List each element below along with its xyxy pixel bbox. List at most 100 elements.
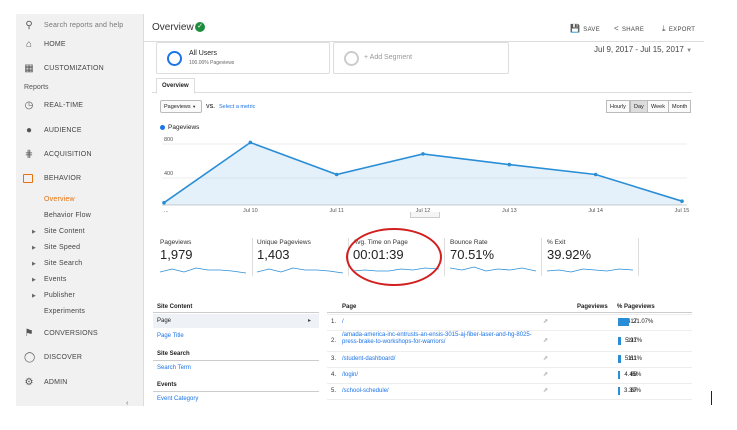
page-link[interactable]: /student-dashboard/ — [342, 356, 396, 362]
divider — [444, 238, 445, 276]
granularity-hourly[interactable]: Hourly — [606, 100, 630, 113]
collapse-sidebar-icon[interactable]: ‹ — [126, 400, 129, 406]
pct-bar — [618, 371, 621, 379]
data-point[interactable] — [507, 162, 512, 167]
y-tick-label: 800 — [164, 137, 173, 143]
sidebar: ⚲ Search reports and help ⌂ HOME ▦ CUSTO… — [16, 14, 144, 406]
page-link[interactable]: / — [342, 319, 344, 325]
data-point[interactable] — [421, 152, 425, 156]
column-header-pageviews[interactable]: Pageviews — [577, 304, 608, 310]
sidebar-subitem-events[interactable]: Events — [44, 276, 67, 283]
page-link[interactable]: /amada-america-inc-entrusts-an-ensis-301… — [342, 332, 532, 345]
sidebar-subitem-site-speed[interactable]: Site Speed — [44, 244, 81, 251]
sidebar-subitem-site-search[interactable]: Site Search — [44, 260, 83, 267]
sidebar-subitem-publisher[interactable]: Publisher — [44, 292, 75, 299]
share-button[interactable]: < SHARE — [614, 24, 644, 33]
data-point[interactable] — [248, 140, 253, 145]
divider — [638, 238, 639, 276]
row-number: 4. — [331, 372, 337, 378]
sidebar-subitem-behavior-flow[interactable]: Behavior Flow — [44, 212, 91, 219]
sidebar-item-discover[interactable]: ◯ DISCOVER — [16, 351, 143, 363]
granularity-week[interactable]: Week — [647, 100, 669, 113]
granularity-month[interactable]: Month — [668, 100, 692, 113]
share-label: SHARE — [621, 27, 645, 33]
date-range-picker[interactable]: Jul 9, 2017 - Jul 15, 2017 ▼ — [594, 45, 692, 54]
sidebar-subitem-site-content[interactable]: Site Content — [44, 228, 85, 235]
sparkline — [160, 267, 246, 274]
save-label: SAVE — [583, 27, 601, 33]
flag-icon: ⚑ — [24, 327, 34, 339]
sparkline — [450, 266, 536, 272]
chart-resize-handle[interactable] — [410, 212, 440, 218]
pct-bar — [618, 387, 620, 395]
sidebar-subitem-overview[interactable]: Overview — [44, 196, 75, 203]
data-point[interactable] — [334, 172, 339, 177]
pct-bar — [618, 337, 622, 345]
sidebar-item-admin[interactable]: ⚙ ADMIN — [16, 376, 143, 388]
metric-select[interactable]: Pageviews ▼ — [160, 100, 202, 113]
tab-overview[interactable]: Overview — [156, 78, 195, 94]
sidebar-item-audience[interactable]: ● AUDIENCE — [16, 124, 143, 136]
sidebar-item-home[interactable]: ⌂ HOME — [16, 38, 143, 50]
sidebar-item-label: DISCOVER — [44, 353, 83, 361]
dimension-search-term[interactable]: Search Term — [157, 365, 191, 371]
sidebar-subitem-experiments[interactable]: Experiments — [44, 308, 86, 315]
tab-bar: Overview — [152, 78, 692, 94]
sidebar-item-conversions[interactable]: ⚑ CONVERSIONS — [16, 327, 143, 339]
external-link-icon[interactable]: ⇗ — [543, 388, 549, 394]
add-segment-button[interactable]: + Add Segment — [333, 42, 509, 74]
table-row: 1. / ⇗ 417 21.07% — [327, 314, 692, 329]
select-metric-link[interactable]: Select a metric — [219, 104, 256, 110]
sidebar-item-label: CUSTOMIZATION — [44, 64, 104, 72]
row-number: 2. — [331, 338, 337, 344]
sidebar-item-acquisition[interactable]: ⋕ ACQUISITION — [16, 148, 143, 160]
sidebar-search[interactable]: ⚲ Search reports and help — [16, 18, 143, 32]
gear-icon: ⚙ — [24, 376, 34, 388]
dimension-page[interactable]: Page — [157, 318, 172, 324]
external-link-icon[interactable]: ⇗ — [543, 372, 549, 378]
pageviews-value: 111 — [627, 356, 637, 362]
granularity-day[interactable]: Day — [630, 100, 648, 113]
expand-icon: ▶ — [32, 277, 36, 283]
pageviews-value: 88 — [630, 372, 637, 378]
data-point[interactable] — [593, 172, 598, 177]
sidebar-item-realtime[interactable]: ◷ REAL-TIME — [16, 99, 143, 111]
chevron-down-icon: ▼ — [686, 48, 693, 54]
pageviews-line-chart: 800 400 ... Jul 10 Jul 11 Jul 12 Jul 13 Jul 1… — [162, 137, 689, 214]
page-link[interactable]: /school-schedule/ — [342, 388, 389, 394]
sidebar-item-customization[interactable]: ▦ CUSTOMIZATION — [16, 62, 143, 74]
column-header-pct-pageviews[interactable]: % Pageviews — [617, 304, 655, 310]
export-button[interactable]: ⤓ EXPORT — [662, 24, 695, 34]
dimension-event-category[interactable]: Event Category — [157, 396, 199, 402]
data-point[interactable] — [162, 200, 166, 205]
divider — [153, 391, 319, 392]
page-link[interactable]: /login/ — [342, 372, 359, 378]
scorecard-value: 1,403 — [257, 247, 290, 262]
search-input[interactable]: Search reports and help — [44, 21, 124, 29]
row-number: 3. — [331, 356, 337, 362]
dashboard-icon: ▦ — [24, 62, 34, 74]
add-segment-ring-icon — [344, 51, 359, 66]
external-link-icon[interactable]: ⇗ — [543, 338, 549, 344]
data-point[interactable] — [680, 199, 684, 203]
pct-value: 5.91% — [625, 338, 643, 344]
page-row-selected[interactable] — [153, 314, 319, 328]
dimension-page-title[interactable]: Page Title — [157, 333, 184, 339]
clock-icon: ◷ — [24, 99, 34, 111]
series-area — [164, 142, 682, 205]
x-tick-label: Jul 13 — [502, 208, 517, 214]
sidebar-item-label: HOME — [44, 40, 66, 48]
segment-all-users[interactable]: All Users 100.00% Pageviews — [156, 42, 330, 74]
acquisition-icon: ⋕ — [24, 148, 34, 160]
text-cursor — [711, 391, 712, 405]
sidebar-item-behavior[interactable]: BEHAVIOR — [16, 172, 143, 184]
save-button[interactable]: 💾 SAVE — [570, 24, 600, 33]
scorecard-value: 70.51% — [450, 247, 495, 262]
home-icon: ⌂ — [25, 38, 33, 50]
external-link-icon[interactable]: ⇗ — [543, 319, 549, 325]
external-link-icon[interactable]: ⇗ — [543, 356, 549, 362]
scorecard-bounce-rate: Bounce Rate 70.51% — [450, 236, 540, 276]
pageviews-value: 117 — [627, 338, 637, 344]
column-header-page[interactable]: Page — [342, 304, 357, 310]
